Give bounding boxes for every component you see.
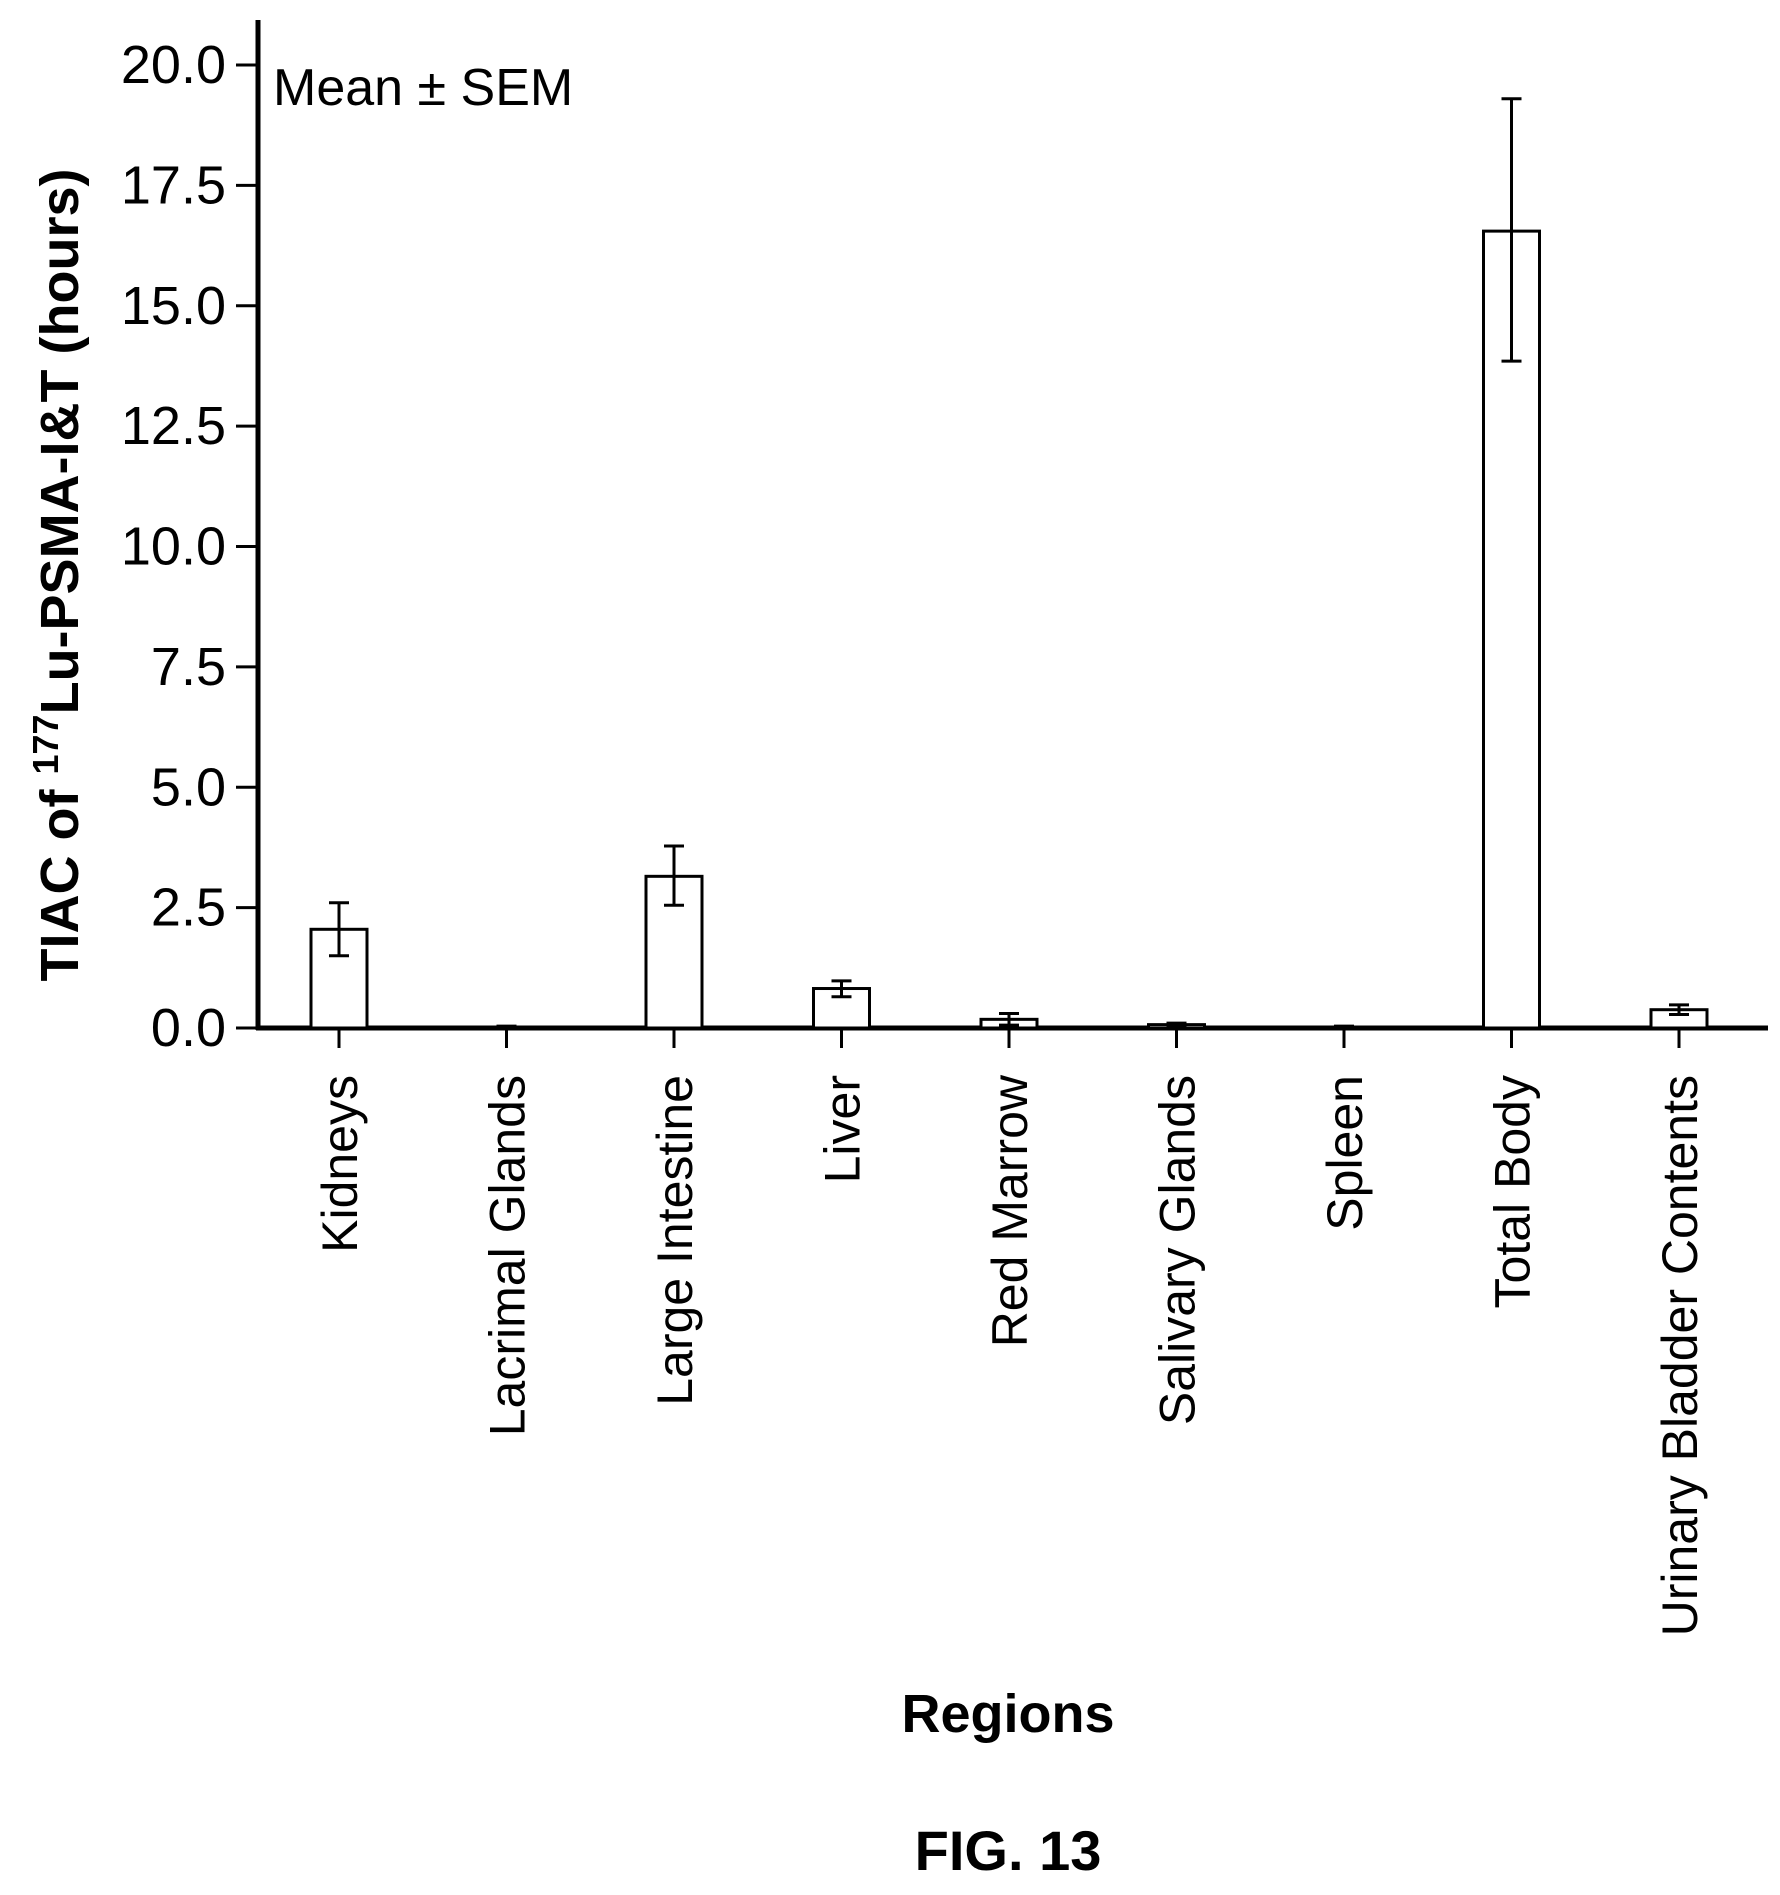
y-tick-label: 15.0 bbox=[121, 276, 226, 336]
error-bar bbox=[831, 979, 852, 999]
y-ticks: 0.0 2.5 5.0 7.5 10.0 12.5 15.0 17.5 20.0 bbox=[121, 35, 258, 1058]
x-tick-label: Liver bbox=[815, 1075, 871, 1183]
x-tick-label: Lacrimal Glands bbox=[480, 1075, 536, 1436]
error-bar bbox=[999, 1012, 1019, 1027]
x-axis-title: Regions bbox=[901, 1684, 1114, 1744]
figure-caption: FIG. 13 bbox=[915, 1819, 1102, 1882]
x-tick-labels: Kidneys Lacrimal Glands Large Intestine Liv… bbox=[312, 1028, 1708, 1636]
x-tick-label: Red Marrow bbox=[982, 1074, 1038, 1347]
axes bbox=[255, 20, 1768, 1031]
x-tick-label: Kidneys bbox=[312, 1075, 368, 1253]
y-tick-label: 17.5 bbox=[121, 155, 226, 215]
x-tick-label: Total Body bbox=[1485, 1075, 1541, 1308]
y-axis-title-suffix: Lu-PSMA-I&T (hours) bbox=[30, 169, 90, 715]
y-axis-title-superscript: 177 bbox=[25, 714, 66, 774]
y-tick-label: 12.5 bbox=[121, 396, 226, 456]
bars bbox=[309, 229, 1709, 1030]
error-bar bbox=[664, 844, 684, 907]
x-tick-label: Spleen bbox=[1317, 1075, 1373, 1231]
error-bar bbox=[1669, 1003, 1689, 1017]
y-tick-label: 10.0 bbox=[121, 517, 226, 577]
x-tick-label: Large Intestine bbox=[647, 1075, 703, 1406]
y-tick-label: 2.5 bbox=[151, 878, 226, 938]
x-tick-label: Salivary Glands bbox=[1150, 1075, 1206, 1425]
bar bbox=[1482, 229, 1541, 1030]
y-axis-title-prefix: TIAC of bbox=[30, 775, 90, 982]
x-tick-label: Urinary Bladder Contents bbox=[1652, 1075, 1708, 1636]
error-bar bbox=[1334, 1024, 1354, 1030]
error-bar bbox=[496, 1024, 517, 1030]
annotation-mean-sem: Mean ± SEM bbox=[273, 59, 573, 117]
y-tick-label: 7.5 bbox=[151, 637, 226, 697]
y-tick-label: 20.0 bbox=[121, 35, 226, 95]
error-bars bbox=[329, 97, 1689, 1030]
error-bar bbox=[1166, 1021, 1187, 1029]
error-bar bbox=[1501, 97, 1522, 363]
y-tick-label: 5.0 bbox=[151, 757, 226, 817]
y-tick-label: 0.0 bbox=[151, 998, 226, 1058]
y-axis-title: TIAC of 177Lu-PSMA-I&T (hours) bbox=[25, 169, 90, 982]
error-bar bbox=[329, 901, 349, 958]
